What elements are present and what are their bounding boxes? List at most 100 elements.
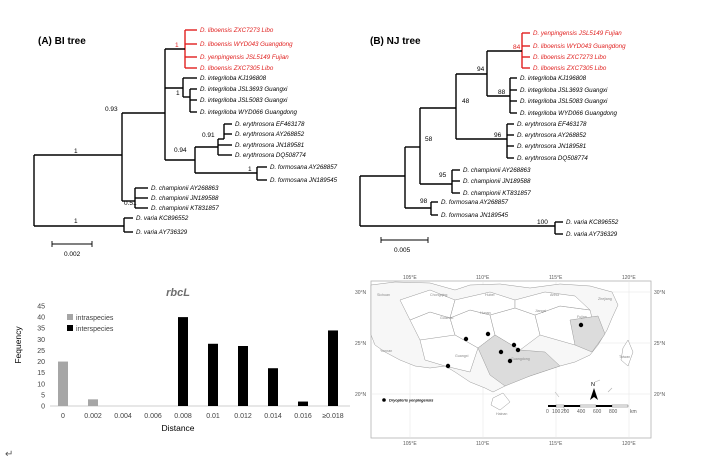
occurrence-point: [507, 358, 513, 364]
map-region-label: Fujian: [577, 315, 587, 319]
bi-support: 1: [175, 42, 179, 49]
bar-interspecies: [208, 343, 218, 406]
map-scale-tick: 400: [577, 409, 586, 415]
nj-support: 58: [425, 136, 433, 143]
chart-title: rbcL: [166, 287, 190, 299]
nj-tip: D. erythrosora EF463178: [517, 121, 587, 128]
map-legend-dot: [382, 398, 386, 402]
map-lat-label: 20°N: [355, 392, 367, 398]
nj-support: 100: [537, 219, 548, 226]
nj-support: 84: [513, 44, 521, 51]
map-region-label: Guizhou: [440, 316, 453, 320]
nj-tip: D. championii AY268863: [463, 167, 531, 174]
nj-tip: D. liboensis WYD043 Guangdong: [533, 43, 626, 50]
y-tick-label: 0: [41, 404, 45, 411]
map-region-label: Hunan: [480, 311, 491, 315]
nj-support: 88: [498, 89, 506, 96]
bi-tip: D. liboensis WYD043 Guangdong: [200, 41, 293, 48]
bi-tip: D. championii AY268863: [151, 185, 219, 192]
nj-support: 94: [477, 66, 485, 73]
x-tick-label: 0.014: [264, 413, 282, 420]
map-region-label: Yunnan: [380, 349, 392, 353]
bi-scale-bar: [51, 241, 93, 247]
map-scale-tick: 600: [593, 409, 602, 415]
x-tick-label: 0.006: [144, 413, 162, 420]
map-region-label: Anhui: [550, 293, 559, 297]
nj-tip: D. liboensis ZXC7273 Libo: [533, 54, 607, 61]
legend-swatch-interspecies: [67, 325, 73, 331]
nj-tip: D. erythrosora DQ508774: [517, 155, 588, 162]
bi-tip: D. erythrosora DQ508774: [235, 152, 306, 159]
nj-tip: D. formosana AY268857: [441, 199, 509, 206]
bi-tip: D. erythrosora AY268852: [235, 131, 305, 138]
y-tick-label: 20: [37, 359, 45, 366]
map-region-label: Guangdong: [511, 357, 530, 361]
nj-tip: D. championii KT831857: [463, 190, 531, 197]
map-region-label: Jiangxi: [535, 309, 546, 313]
bi-tip: D. championii JN189588: [151, 195, 219, 202]
nj-support: 98: [420, 198, 428, 205]
map-region-label: Sichuan: [377, 293, 390, 297]
x-tick-label: 0.004: [114, 413, 132, 420]
legend-swatch-intraspecies: [67, 314, 73, 320]
map-lon-label: 110°E: [476, 275, 490, 281]
map-region-label: Zhejiang: [598, 297, 612, 301]
map-lon-label: 110°E: [476, 441, 490, 447]
bi-support: 1: [74, 218, 78, 225]
y-tick-label: 45: [37, 304, 45, 311]
map-lon-label: 115°E: [549, 275, 563, 281]
nj-tip: D. formosana JN189545: [441, 212, 509, 219]
y-tick-label: 35: [37, 326, 45, 333]
bi-tip: D. varia AY736329: [136, 229, 188, 236]
distribution-map: Sichuan Chongqing Hubei Anhui Hunan Jian…: [355, 275, 666, 447]
map-lon-label: 105°E: [403, 275, 417, 281]
y-tick-label: 10: [37, 381, 45, 388]
north-label: N: [591, 382, 595, 388]
bar-intraspecies: [88, 399, 98, 406]
occurrence-point: [511, 342, 517, 348]
bi-tip: D. formosana AY268857: [270, 164, 338, 171]
bi-tree-title: (A) BI tree: [38, 36, 86, 47]
bi-tip: D. liboensis ZXC7305 Libo: [200, 65, 274, 72]
nj-scale-label: 0.005: [394, 247, 411, 254]
map-lon-label: 120°E: [622, 275, 636, 281]
bi-tip: D. liboensis ZXC7273 Libo: [200, 27, 274, 34]
map-provinces: [370, 281, 634, 411]
bi-support: 1: [248, 166, 252, 173]
map-lat-label: 30°N: [654, 290, 666, 296]
chart-ylabel: Fequency: [13, 326, 23, 364]
map-region-label: Hubei: [485, 293, 495, 297]
map-lat-label: 20°N: [654, 392, 666, 398]
bi-support: 0.51: [124, 200, 137, 207]
y-tick-label: 25: [37, 348, 45, 355]
map-points: [445, 322, 584, 369]
bi-support: 1: [74, 148, 78, 155]
nj-tip: D. integriloba WYD066 Guangdong: [520, 110, 618, 117]
map-scale-tick: 0: [546, 409, 549, 415]
map-lat-label: 25°N: [355, 341, 367, 347]
map-region-label: Taiwan: [619, 355, 630, 359]
occurrence-point: [578, 322, 584, 328]
nj-tip: D. yenpingensis JSL5149 Fujian: [533, 30, 622, 37]
bi-support: 0.93: [105, 106, 118, 113]
occurrence-point: [498, 349, 504, 355]
bar-intraspecies: [58, 361, 68, 406]
north-arrow: N: [590, 382, 598, 400]
legend-label-interspecies: interspecies: [76, 326, 114, 333]
bi-tip: D. erythrosora EF463178: [235, 121, 305, 128]
nj-tip: D. integriloba JSL5083 Guangxi: [520, 98, 608, 105]
y-tick-label: 30: [37, 337, 45, 344]
x-tick-label: 0.01: [206, 413, 220, 420]
bi-support: 1: [176, 90, 180, 97]
nj-support: 96: [494, 132, 502, 139]
bi-tip: D. championii KT831857: [151, 205, 219, 212]
map-scale-bar: [548, 404, 629, 408]
occurrence-point: [515, 347, 521, 353]
occurrence-point: [445, 363, 451, 369]
bi-tip: D. varia KC896552: [136, 215, 189, 222]
x-tick-label: ≥0.018: [322, 413, 343, 420]
nj-tree-title: (B) NJ tree: [370, 36, 421, 47]
nj-tip: D. varia AY736329: [566, 231, 618, 238]
bi-tip: D. integriloba KJ196808: [200, 75, 267, 82]
chart-xlabel: Distance: [161, 423, 194, 433]
